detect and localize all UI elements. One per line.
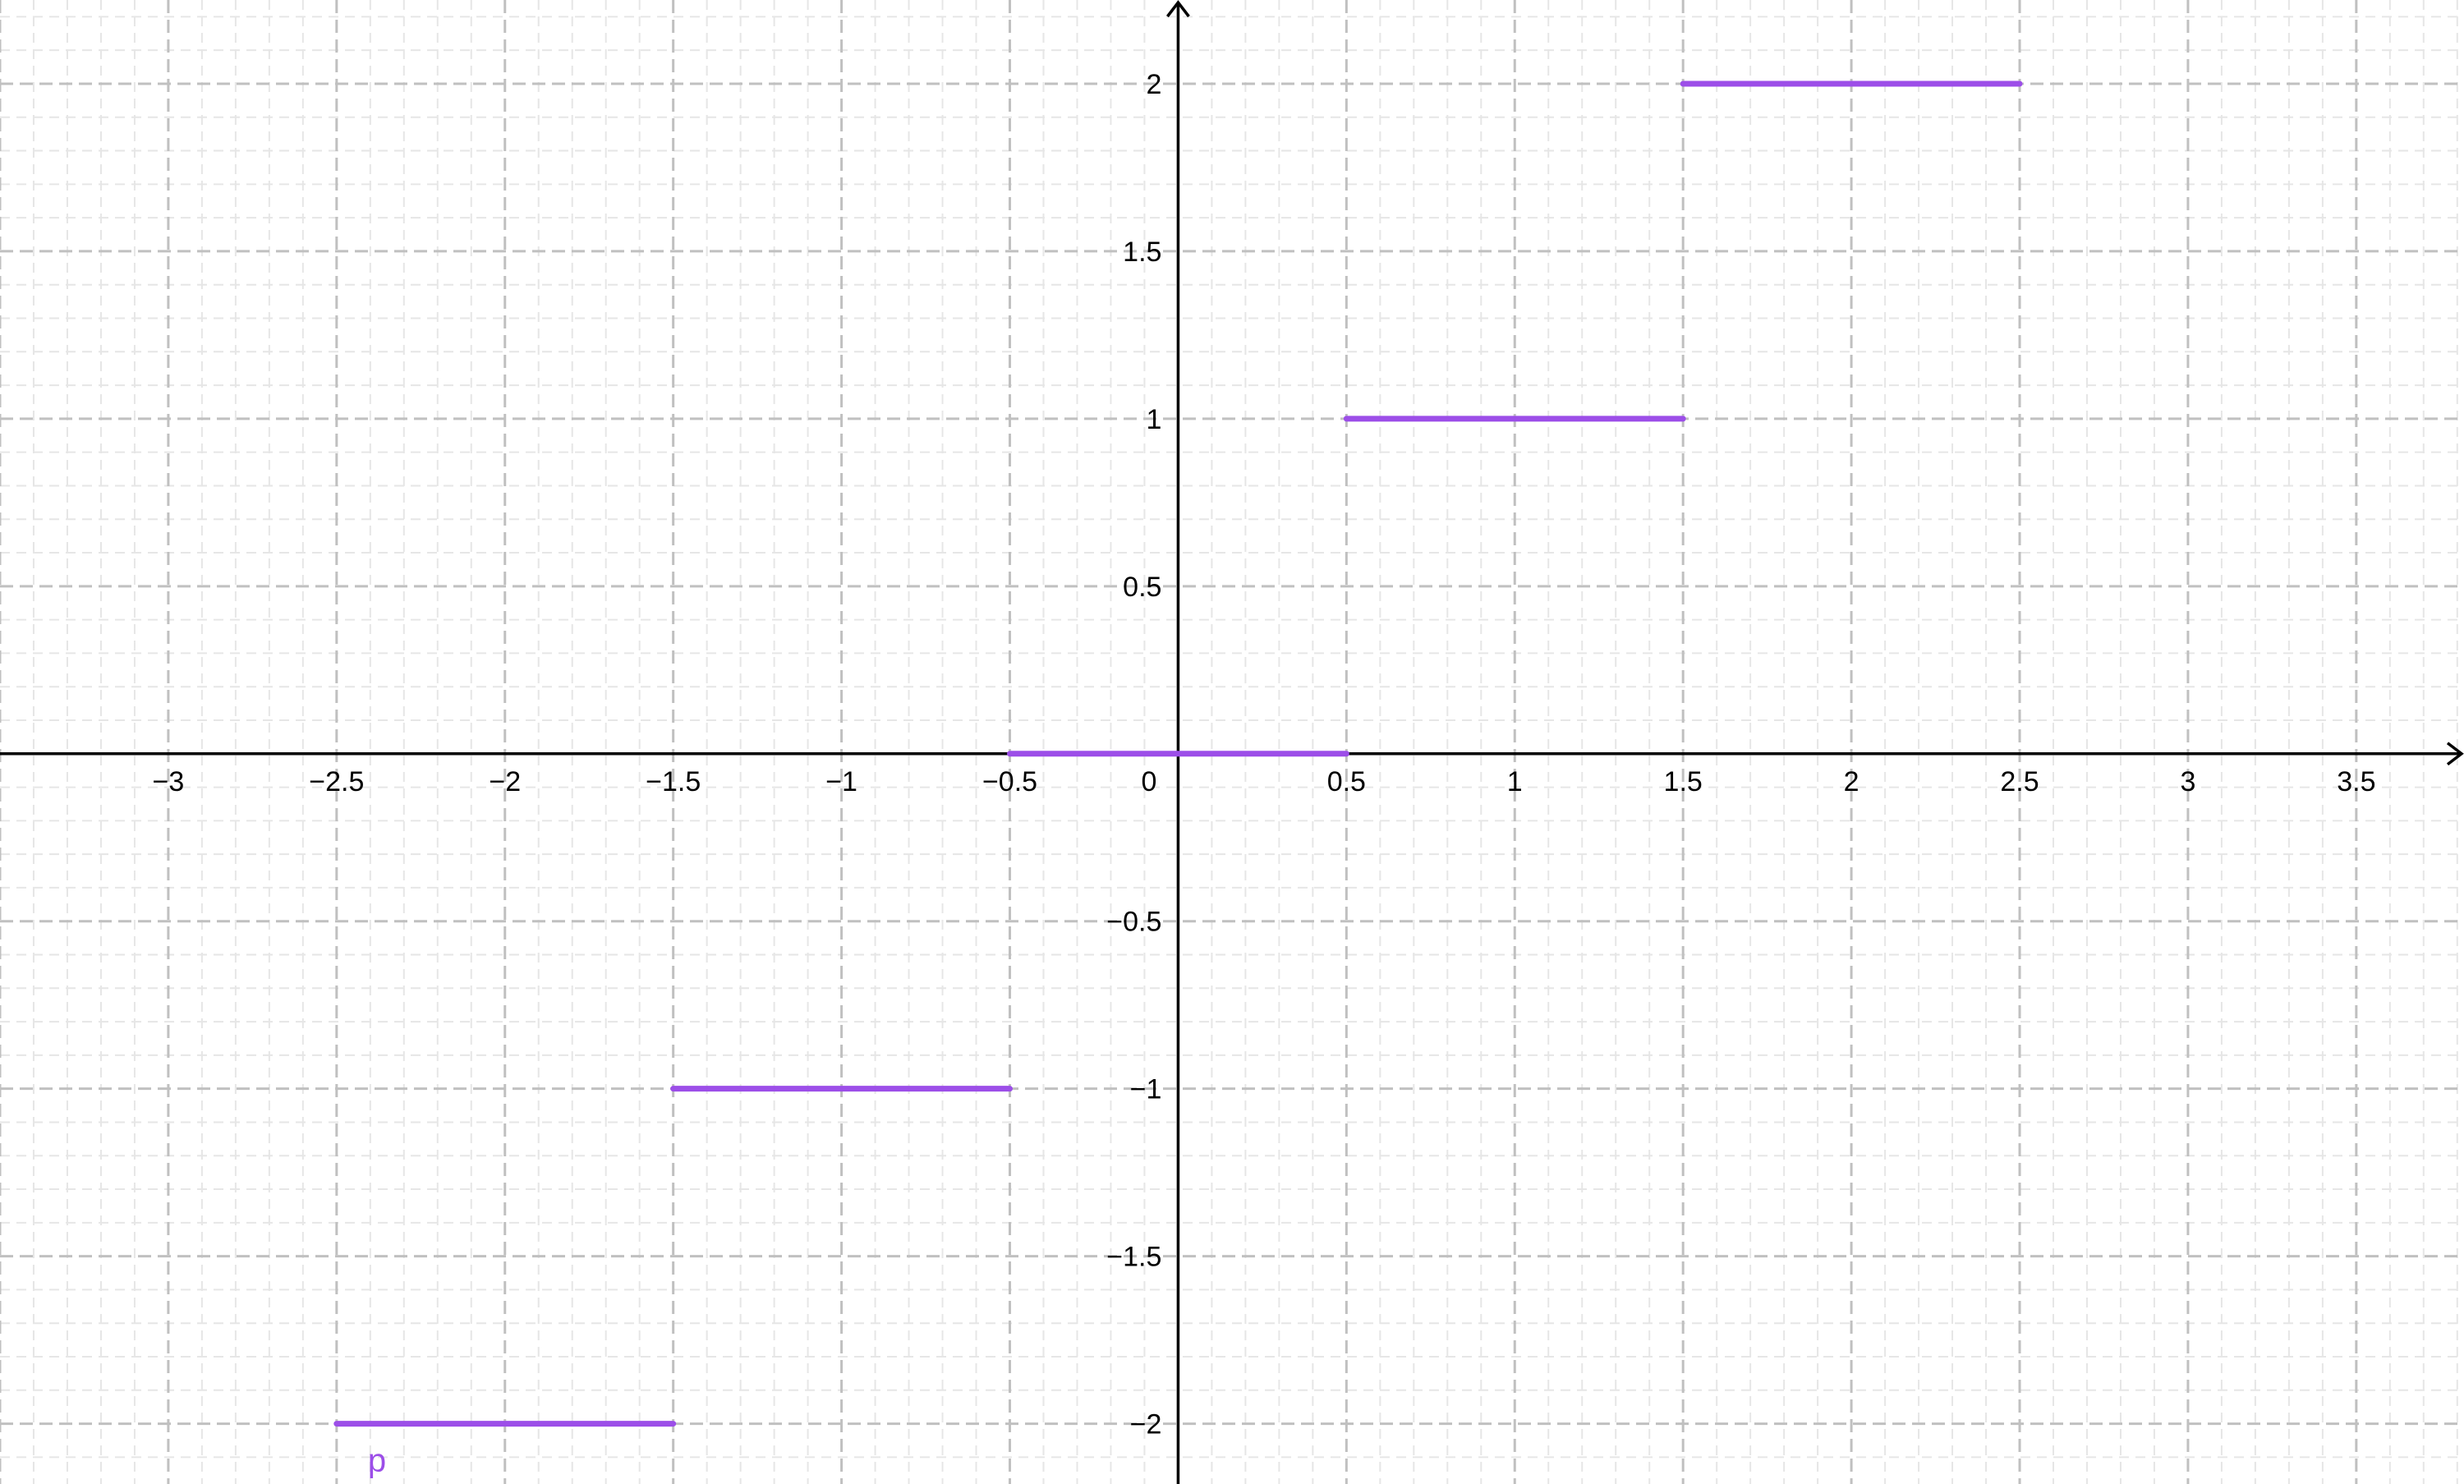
x-tick-label: 2 — [1844, 766, 1859, 797]
series-label: p — [368, 1443, 386, 1479]
x-tick-label: −2 — [489, 766, 521, 797]
x-axis-arrow-icon — [2446, 742, 2464, 766]
x-tick-label: −2.5 — [309, 766, 364, 797]
tick-labels: −3 −2.5 −2 −1.5 −1 −0.5 0.5 1 1.5 2 2.5 3 3.5 0 −2 −1.5… — [153, 69, 2376, 1440]
x-tick-label: 3.5 — [2337, 766, 2375, 797]
y-axis-arrow-icon — [1166, 0, 1190, 18]
x-tick-label: 1 — [1507, 766, 1523, 797]
y-tick-label: −2 — [1130, 1409, 1162, 1440]
x-tick-label: −1.5 — [646, 766, 701, 797]
x-tick-label: 0.5 — [1327, 766, 1366, 797]
x-tick-label: −0.5 — [982, 766, 1037, 797]
x-tick-label: −1 — [825, 766, 857, 797]
x-tick-label: 1.5 — [1664, 766, 1703, 797]
function-p[interactable]: p — [333, 80, 2023, 1479]
x-tick-label: 2.5 — [2000, 766, 2039, 797]
y-tick-label: 1 — [1147, 404, 1162, 435]
y-tick-label: −0.5 — [1106, 907, 1161, 938]
x-tick-label: 3 — [2180, 766, 2195, 797]
y-tick-label: 1.5 — [1123, 237, 1161, 268]
x-tick-label: −3 — [153, 766, 185, 797]
y-tick-label: −1 — [1130, 1074, 1162, 1105]
y-tick-label: 0.5 — [1123, 572, 1161, 603]
y-tick-label: −1.5 — [1106, 1242, 1161, 1273]
origin-label: 0 — [1142, 766, 1157, 797]
y-tick-label: 2 — [1147, 69, 1162, 100]
